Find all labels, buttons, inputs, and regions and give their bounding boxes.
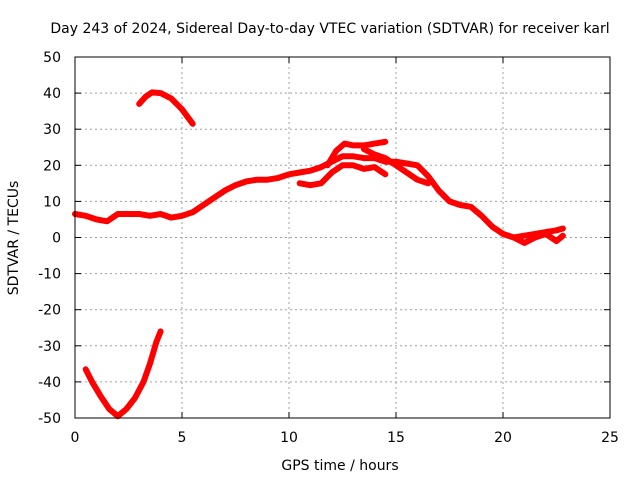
x-tick-label: 5: [178, 430, 187, 446]
y-tick-label: -10: [38, 267, 61, 283]
series-late-branch: [510, 230, 566, 246]
chart-title: Day 243 of 2024, Sidereal Day-to-day VTE…: [50, 21, 609, 37]
x-tick-label: 15: [387, 430, 405, 446]
y-axis-title: SDTVAR / TECUs: [6, 181, 22, 296]
x-tick-label: 25: [601, 430, 619, 446]
series-main: [72, 153, 566, 241]
y-tick-label: 20: [43, 158, 61, 174]
x-tick-label: 10: [280, 430, 298, 446]
y-tick-label: -50: [38, 411, 61, 427]
y-tick-label: 10: [43, 194, 61, 210]
y-tick-label: 0: [52, 231, 61, 247]
ticks: 0 5 10 15 20 25 -50 -40 -30 -20 -10 0 10 20 30 40 50: [38, 50, 619, 446]
series-layer: [72, 89, 566, 420]
y-tick-label: -30: [38, 339, 61, 355]
x-axis-title: GPS time / hours: [281, 458, 398, 474]
series-lower-band: [296, 162, 389, 189]
y-tick-label: 40: [43, 86, 61, 102]
y-tick-label: -20: [38, 303, 61, 319]
x-tick-label: 0: [71, 430, 80, 446]
y-tick-label: -40: [38, 375, 61, 391]
series-mid-band: [360, 146, 432, 187]
series-upper-band: [324, 138, 389, 169]
y-tick-label: 50: [43, 50, 61, 66]
series-arc-upper: [136, 89, 196, 127]
x-tick-label: 20: [494, 430, 512, 446]
y-tick-label: 30: [43, 122, 61, 138]
series-arc-lower: [82, 328, 164, 420]
